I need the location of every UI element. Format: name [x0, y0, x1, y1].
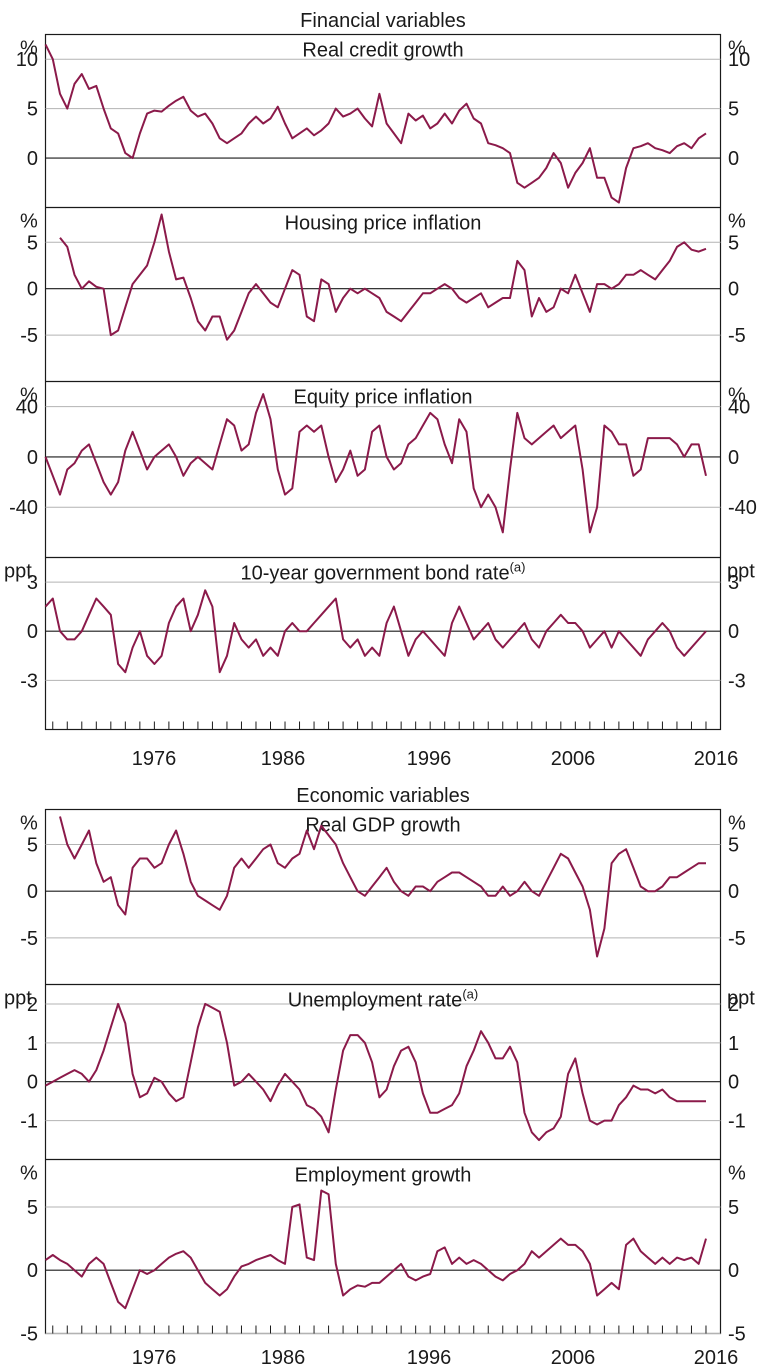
panel-title: Equity price inflation	[294, 387, 473, 409]
series-line	[45, 1002, 706, 1142]
panel-equity-price-inflation: 40 40 0 0 -40 -40% % Equity price inflation	[9, 385, 757, 559]
unit-label-right: %	[728, 38, 746, 60]
panel-employment-growth: 5 5 0 0 -5 -5% % Employment growth	[20, 1163, 746, 1346]
panel-title: Unemployment rate(a)	[288, 987, 478, 1012]
panel-title: Real GDP growth	[305, 815, 460, 837]
unit-label-right: %	[728, 1163, 746, 1185]
y-tick-label-right: 10	[728, 49, 750, 71]
y-tick-label-right: 0	[728, 447, 739, 469]
y-tick-label-left: 0	[27, 148, 38, 170]
y-tick-label-right: 2	[728, 994, 739, 1016]
panel-title-superscript: (a)	[510, 560, 526, 575]
x-tick-label: 2016	[694, 748, 739, 770]
unit-label-left: ppt	[4, 561, 32, 583]
unit-label-right: ppt	[727, 988, 755, 1010]
y-tick-label-right: -1	[728, 1111, 746, 1133]
x-axis-financial: 1976 1986 1996 2006 2016	[52, 721, 739, 770]
y-tick-label-left: 0	[27, 881, 38, 903]
panel-title: Real credit growth	[302, 40, 463, 62]
unit-label-right: %	[728, 813, 746, 835]
y-tick-label-left: 5	[27, 835, 38, 857]
series-line	[44, 1189, 707, 1310]
y-tick-label-left: -1	[20, 1111, 38, 1133]
y-tick-label-left: -5	[20, 325, 38, 347]
unit-label-left: %	[20, 1163, 38, 1185]
figure-financial: Financial variables 10 10 5 5 0 0% % Real credi…	[4, 10, 757, 770]
y-tick-label-left: 0	[27, 621, 38, 643]
y-tick-label-right: -5	[728, 928, 746, 950]
y-tick-label-right: 0	[728, 881, 739, 903]
unit-label-right: %	[728, 385, 746, 407]
y-tick-label-left: 0	[27, 1260, 38, 1282]
series-line	[59, 213, 707, 341]
figure-title-economic: Economic variables	[296, 785, 469, 807]
x-tick-label: 1996	[407, 1347, 452, 1369]
y-tick-label-left: 10	[16, 49, 38, 71]
series-line	[44, 43, 707, 204]
y-tick-label-left: 5	[27, 99, 38, 121]
unit-label-right: %	[728, 211, 746, 233]
unit-label-left: %	[20, 813, 38, 835]
figure-title-financial: Financial variables	[300, 10, 466, 32]
panel-unemployment-rate: 2 2 1 1 0 0 -1 -1 ppt ppt Unemployment rate(a)	[4, 987, 755, 1161]
x-tick-label: 1976	[132, 748, 177, 770]
y-tick-label-right: 40	[728, 397, 750, 419]
panel-housing-price-inflation: 5 5 0 0 -5 -5% % Housing price inflation	[20, 211, 746, 383]
y-tick-label-left: 0	[27, 279, 38, 301]
series-line	[59, 816, 706, 958]
unit-label-left: ppt	[4, 988, 32, 1010]
figure-frame-economic	[44, 808, 722, 1335]
x-tick-label: 2006	[551, 1347, 596, 1369]
y-tick-label-right: -5	[728, 325, 746, 347]
unit-label-left: %	[20, 211, 38, 233]
y-tick-label-right: 5	[728, 99, 739, 121]
y-tick-label-right: -3	[728, 670, 746, 692]
y-tick-label-right: 0	[728, 1072, 739, 1094]
y-tick-label-right: -40	[728, 497, 757, 519]
y-tick-label-right: 5	[728, 835, 739, 857]
panel-title: Employment growth	[295, 1165, 472, 1187]
panel-title: Housing price inflation	[285, 213, 482, 235]
y-tick-label-right: 5	[728, 232, 739, 254]
x-axis-economic: 1976 1986 1996 2006 2016	[52, 1325, 739, 1369]
y-tick-label-left: 0	[27, 1072, 38, 1094]
unit-label-left: %	[20, 385, 38, 407]
y-tick-label-left: -5	[20, 928, 38, 950]
x-tick-label: 1976	[132, 1347, 177, 1369]
panel-bond-rate: 3 3 0 0 -3 -3 ppt ppt 10-year government bond ra…	[4, 560, 755, 693]
x-tick-label: 2006	[551, 748, 596, 770]
panel-real-gdp-growth: 5 5 0 0 -5 -5% % Real GDP growth	[20, 813, 746, 986]
y-tick-label-left: 2	[27, 994, 38, 1016]
panel-title: 10-year government bond rate(a)	[241, 560, 526, 585]
y-tick-label-left: 40	[16, 397, 38, 419]
y-tick-label-right: 1	[728, 1033, 739, 1055]
y-tick-label-right: 3	[728, 572, 739, 594]
y-tick-label-left: 1	[27, 1033, 38, 1055]
unit-label-left: %	[20, 38, 38, 60]
y-tick-label-right: 0	[728, 148, 739, 170]
x-tick-label: 1986	[261, 1347, 306, 1369]
x-tick-label: 2016	[694, 1347, 739, 1369]
y-tick-label-left: 3	[27, 572, 38, 594]
y-tick-label-left: 0	[27, 447, 38, 469]
series-line	[44, 589, 707, 674]
unit-label-right: ppt	[727, 561, 755, 583]
y-tick-label-left: -5	[20, 1324, 38, 1346]
y-tick-label-left: 5	[27, 1197, 38, 1219]
panel-real-credit-growth: 10 10 5 5 0 0% % Real credit growth	[16, 38, 750, 209]
y-tick-label-left: 5	[27, 232, 38, 254]
y-tick-label-right: 0	[728, 1260, 739, 1282]
series-line	[44, 393, 707, 534]
figure-economic: Economic variables 5 5 0 0 -5 -5% % Real GDP gr…	[4, 785, 755, 1369]
panel-title-superscript: (a)	[462, 987, 478, 1002]
x-tick-label: 1996	[407, 748, 452, 770]
y-tick-label-left: -40	[9, 497, 38, 519]
y-tick-label-left: -3	[20, 670, 38, 692]
y-tick-label-right: 0	[728, 621, 739, 643]
y-tick-label-right: 5	[728, 1197, 739, 1219]
x-tick-label: 1986	[261, 748, 306, 770]
y-tick-label-right: 0	[728, 279, 739, 301]
y-tick-label-right: -5	[728, 1324, 746, 1346]
